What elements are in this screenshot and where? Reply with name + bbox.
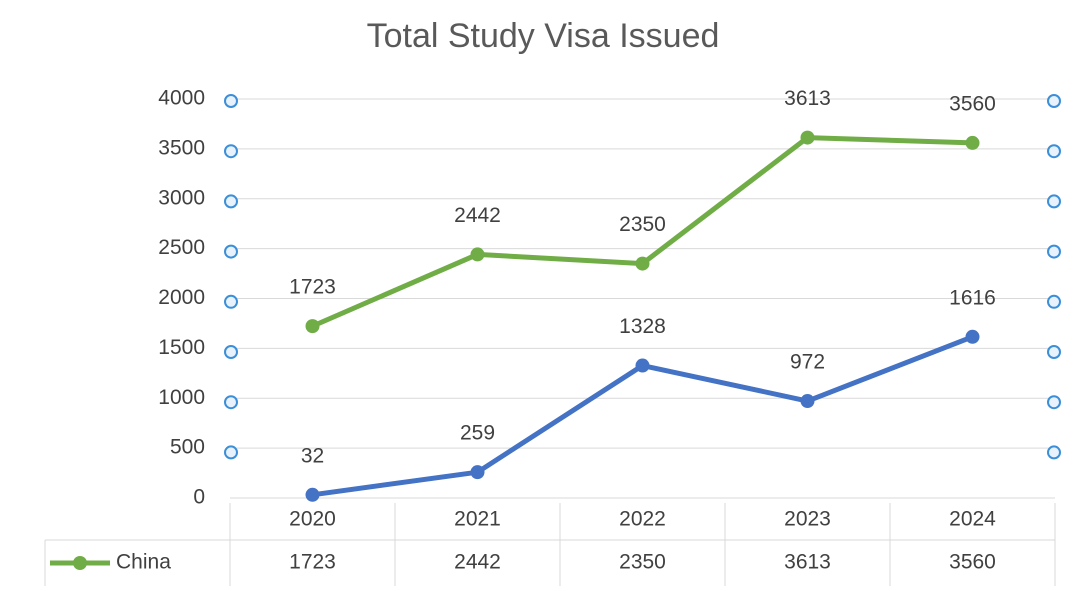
selection-handle [1047, 94, 1061, 108]
y-tick-label: 0 [193, 486, 205, 509]
legend-key [73, 556, 87, 570]
y-tick-label: 3500 [158, 136, 205, 159]
x-tick-label: 2020 [289, 508, 336, 531]
selection-handle [224, 144, 238, 159]
data-label: 972 [790, 351, 825, 374]
y-tick-label: 4000 [158, 87, 205, 110]
point [965, 135, 980, 150]
x-tick-label: 2024 [949, 508, 996, 531]
selection-handle [224, 445, 238, 460]
selection-handle [224, 244, 238, 259]
y-tick-label: 1500 [158, 336, 205, 359]
data-label: 1616 [949, 286, 996, 309]
table-value: 3613 [784, 551, 831, 574]
table-value: 2442 [454, 551, 501, 574]
data-label: 1723 [289, 276, 336, 299]
chart-title: Total Study Visa Issued [367, 17, 720, 55]
point [635, 358, 650, 373]
selection-handle [1047, 395, 1061, 410]
y-tick-label: 1000 [158, 386, 205, 409]
x-tick-label: 2023 [784, 508, 831, 531]
selection-handle [1047, 294, 1061, 309]
data-label: 3613 [784, 87, 831, 110]
table-value: 2350 [619, 551, 666, 574]
selection-handle [224, 395, 238, 410]
point [305, 319, 320, 334]
selection-handle [224, 194, 238, 209]
point [800, 394, 815, 409]
selection-handle [224, 345, 238, 359]
x-tick-label: 2021 [454, 508, 501, 531]
point [470, 465, 485, 480]
data-label: 2350 [619, 213, 666, 236]
data-label: 3560 [949, 92, 996, 115]
data-label: 259 [460, 422, 495, 445]
selection-handle [224, 294, 238, 309]
legend-label: China [116, 551, 171, 574]
point [305, 487, 320, 502]
point [470, 247, 485, 262]
point [800, 130, 815, 145]
selection-handle [1047, 345, 1061, 359]
selection-handle [1047, 144, 1061, 159]
y-tick-label: 2500 [158, 236, 205, 259]
point [965, 329, 980, 344]
selection-handle [1047, 445, 1061, 460]
selection-handle [224, 94, 238, 108]
y-tick-label: 2000 [158, 286, 205, 309]
point [635, 256, 650, 271]
data-label: 2442 [454, 204, 501, 227]
y-tick-label: 500 [170, 436, 205, 459]
selection-handle [1047, 194, 1061, 209]
data-label: 1328 [619, 315, 666, 338]
x-tick-label: 2022 [619, 508, 666, 531]
table-value: 1723 [289, 551, 336, 574]
y-tick-label: 3000 [158, 186, 205, 209]
table-value: 3560 [949, 551, 996, 574]
selection-handle [1047, 244, 1061, 259]
data-label: 32 [301, 444, 324, 467]
